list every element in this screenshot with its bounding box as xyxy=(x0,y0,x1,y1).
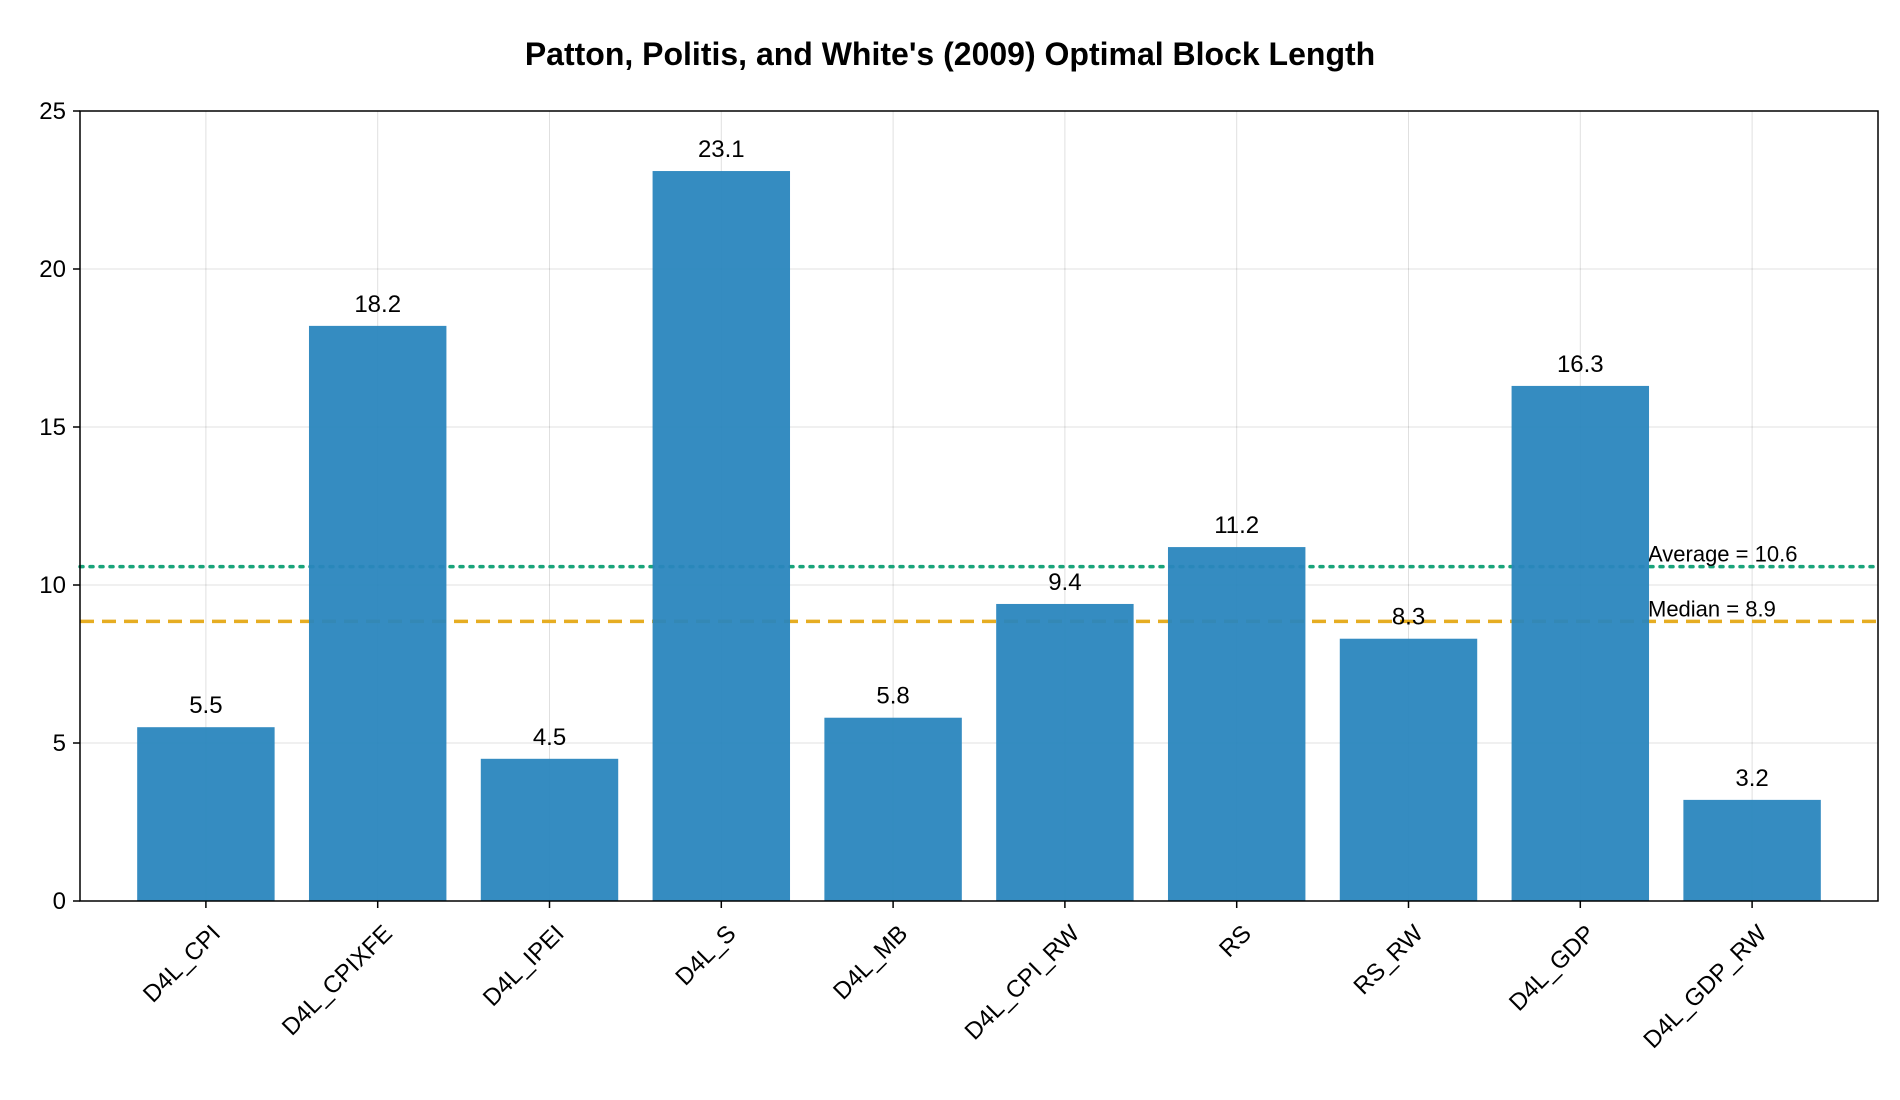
bar-value-label-0: 5.5 xyxy=(189,692,222,719)
x-tick-label-0: D4L_CPI xyxy=(138,920,226,1008)
bar-3 xyxy=(652,171,791,902)
y-tick-label-1: 5 xyxy=(53,730,66,757)
reference-label-0: Average = 10.6 xyxy=(1648,542,1797,567)
bar-value-label-6: 11.2 xyxy=(1214,512,1259,539)
bar-4 xyxy=(824,717,962,901)
x-tick-label-7: RS_RW xyxy=(1349,920,1429,1000)
x-tick-label-2: D4L_IPEI xyxy=(478,920,570,1012)
bar-value-label-7: 8.3 xyxy=(1392,604,1425,631)
bar-2 xyxy=(480,758,619,901)
bar-value-label-4: 5.8 xyxy=(876,683,909,710)
plot-frame xyxy=(79,110,1879,902)
bar-value-label-3: 23.1 xyxy=(698,136,745,163)
x-tick-label-3: D4L_S xyxy=(670,920,741,991)
bar-1 xyxy=(308,325,447,901)
bar-value-label-1: 18.2 xyxy=(354,291,401,318)
y-tick-label-3: 15 xyxy=(39,414,66,441)
bar-6 xyxy=(1167,547,1306,901)
y-tick-label-2: 10 xyxy=(39,572,66,599)
y-tick-label-0: 0 xyxy=(53,888,66,915)
x-tick-label-9: D4L_GDP_RW xyxy=(1638,920,1772,1054)
bar-0 xyxy=(137,727,275,901)
x-tick-label-6: RS xyxy=(1214,920,1257,963)
bar-value-label-2: 4.5 xyxy=(533,724,566,751)
bar-value-label-9: 3.2 xyxy=(1735,765,1768,792)
bar-value-label-5: 9.4 xyxy=(1048,569,1081,596)
bar-value-label-8: 16.3 xyxy=(1557,351,1604,378)
x-tick-label-1: D4L_CPIXFE xyxy=(277,920,398,1041)
y-tick-label-5: 25 xyxy=(39,98,66,125)
y-tick-label-4: 20 xyxy=(39,256,66,283)
x-tick-label-5: D4L_CPI_RW xyxy=(960,920,1086,1046)
x-tick-label-8: D4L_GDP xyxy=(1504,920,1600,1016)
x-tick-label-4: D4L_MB xyxy=(828,920,913,1005)
reference-label-1: Median = 8.9 xyxy=(1648,596,1776,621)
bar-8 xyxy=(1511,385,1650,901)
bar-5 xyxy=(996,603,1134,901)
bar-9 xyxy=(1683,799,1821,901)
bars xyxy=(137,171,1821,902)
chart-title: Patton, Politis, and White's (2009) Opti… xyxy=(525,36,1375,72)
bar-7 xyxy=(1339,638,1478,901)
bar-value-labels: 5.5 18.2 4.5 23.1 5.8 9.4 11.2 8.3 16.3 3.2 xyxy=(189,136,1769,792)
